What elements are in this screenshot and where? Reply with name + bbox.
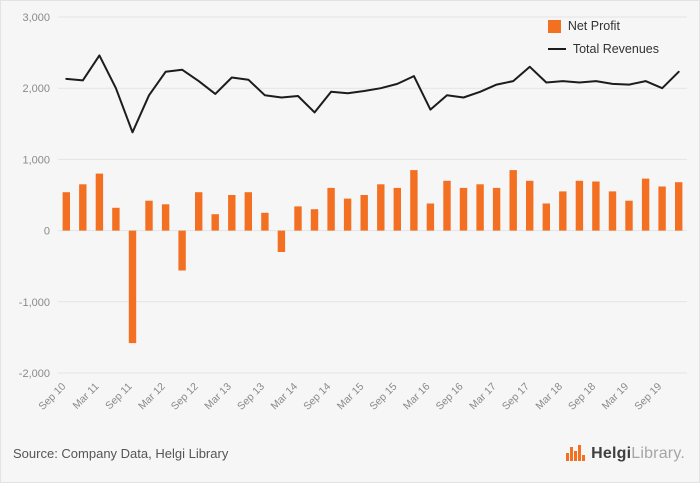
x-tick-label: Mar 11 [70, 381, 101, 412]
legend-item-total-revenues: Total Revenues [547, 42, 659, 56]
brand-logo: HelgiLibrary. [566, 444, 685, 463]
legend-label-net-profit: Net Profit [567, 19, 620, 33]
brand-helgi: Helgi [591, 444, 632, 462]
net-profit-bar [393, 187, 401, 231]
net-profit-bar [277, 230, 286, 252]
net-profit-bar [112, 207, 120, 231]
total-revenues-line [65, 54, 680, 134]
net-profit-bar [327, 187, 335, 231]
x-tick-label: Sep 18 [566, 381, 598, 413]
y-tick-label: 2,000 [22, 83, 50, 95]
x-tick-label: Sep 12 [169, 381, 201, 413]
net-profit-bar [559, 191, 567, 231]
net-profit-bar [608, 191, 617, 231]
net-profit-bar [575, 180, 584, 231]
net-profit-bar [343, 198, 352, 231]
x-tick-label: Sep 19 [632, 381, 664, 413]
helgi-bars-icon [566, 445, 586, 461]
net-profit-bar [161, 204, 170, 231]
net-profit-bar [509, 170, 517, 231]
net-profit-bar [410, 170, 418, 231]
net-profit-bar [476, 184, 484, 231]
x-tick-label: Mar 16 [401, 381, 433, 413]
y-tick-label: 1,000 [22, 154, 50, 166]
y-tick-label: 0 [44, 226, 50, 238]
total-revenues-swatch [547, 48, 566, 50]
x-tick-label: Mar 14 [269, 381, 301, 413]
y-tick-label: -1,000 [19, 297, 50, 309]
net-profit-bar [526, 180, 534, 231]
net-profit-bar [79, 184, 87, 231]
y-tick-label: 3,000 [22, 12, 50, 24]
net-profit-bar [641, 178, 650, 231]
net-profit-bar [244, 192, 252, 231]
x-tick-label: Mar 18 [533, 381, 565, 413]
net-profit-bar [261, 212, 269, 231]
y-tick-label: -2,000 [19, 368, 50, 380]
net-profit-bar [178, 230, 186, 271]
net-profit-bar [95, 173, 104, 231]
net-profit-bar [294, 206, 302, 231]
x-tick-label: Sep 17 [500, 381, 532, 413]
net-profit-swatch [547, 19, 561, 33]
chart-container: -2,000 -1,000 0 1,000 2,000 3,000 Sep 10 Mar 11… [1, 1, 699, 433]
brand-library: Library. [631, 444, 685, 462]
x-tick-label: Sep 15 [367, 381, 399, 413]
net-profit-bar [377, 184, 385, 231]
net-profit-bar [592, 181, 600, 231]
net-profit-bar [542, 203, 550, 231]
net-profit-bar [145, 200, 153, 231]
net-profit-bar [195, 192, 203, 231]
legend-item-net-profit: Net Profit [547, 19, 659, 33]
source-text: Source: Company Data, Helgi Library [13, 446, 229, 461]
net-profit-bar [211, 214, 219, 231]
x-tick-label: Sep 13 [235, 381, 267, 413]
net-profit-bar [310, 209, 319, 231]
net-profit-bar [658, 186, 666, 231]
net-profit-bar [492, 187, 501, 231]
x-tick-label: Mar 12 [136, 381, 168, 413]
x-tick-label: Mar 15 [335, 381, 367, 413]
brand-text: HelgiLibrary. [591, 445, 685, 463]
net-profit-bar [128, 230, 137, 344]
net-profit-bar [426, 203, 435, 231]
x-tick-label: Mar 13 [202, 381, 234, 413]
x-tick-label: Sep 11 [103, 381, 135, 413]
net-profit-bar [443, 180, 451, 231]
legend-label-total-revenues: Total Revenues [572, 42, 659, 56]
x-tick-label: Sep 10 [36, 381, 68, 413]
net-profit-bar [62, 192, 70, 231]
x-tick-label: Mar 19 [600, 381, 632, 413]
x-tick-label: Sep 14 [301, 381, 333, 413]
net-profit-bar [675, 182, 683, 231]
net-profit-bar [625, 200, 633, 231]
net-profit-bar [360, 195, 368, 231]
footer: Source: Company Data, Helgi Library Helg… [1, 433, 699, 482]
x-tick-label: Mar 17 [467, 381, 499, 413]
chart-legend: Net Profit Total Revenues [547, 19, 659, 56]
combo-chart: -2,000 -1,000 0 1,000 2,000 3,000 Sep 10 Mar 11… [19, 12, 687, 413]
net-profit-bar [228, 195, 236, 231]
x-tick-label: Sep 16 [434, 381, 466, 413]
net-profit-bar [459, 187, 468, 231]
